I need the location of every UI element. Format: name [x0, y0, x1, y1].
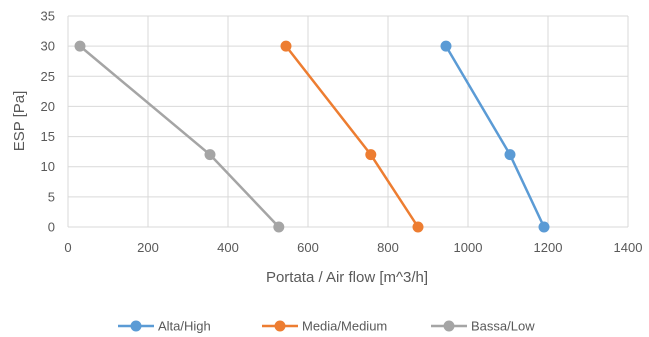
legend: Alta/High Media/Medium Bassa/Low [118, 319, 535, 334]
grid [67, 15, 629, 228]
series-bassa-low [74, 40, 285, 233]
legend-label: Alta/High [158, 319, 211, 334]
legend-marker [274, 320, 286, 332]
data-point [365, 149, 377, 161]
x-tick-label: 1200 [534, 240, 563, 255]
series-group [74, 40, 550, 233]
data-point [204, 149, 216, 161]
data-point [538, 221, 550, 233]
y-tick-label: 0 [48, 220, 55, 235]
y-tick-label: 20 [41, 99, 55, 114]
x-axis-title: Portata / Air flow [m^3/h] [266, 269, 428, 286]
y-tick-label: 10 [41, 159, 55, 174]
data-point [440, 40, 452, 52]
y-tick-label: 15 [41, 129, 55, 144]
x-tick-label: 800 [377, 240, 399, 255]
data-point [504, 149, 516, 161]
legend-marker [443, 320, 455, 332]
y-axis-ticks: 0 5 10 15 20 25 30 35 [41, 9, 55, 235]
x-tick-label: 0 [64, 240, 71, 255]
legend-item: Bassa/Low [431, 319, 535, 334]
legend-item: Alta/High [118, 319, 211, 334]
legend-label: Bassa/Low [471, 319, 535, 334]
data-point [74, 40, 86, 52]
series-alta-high [440, 40, 550, 233]
y-tick-label: 35 [41, 9, 55, 24]
x-axis-ticks: 0 200 400 600 800 1000 1200 1400 [64, 240, 642, 255]
y-axis-title: ESP [Pa] [11, 91, 28, 152]
x-tick-label: 600 [297, 240, 319, 255]
legend-marker [130, 320, 142, 332]
data-point [412, 221, 424, 233]
series-media-medium [280, 40, 424, 233]
data-point [280, 40, 292, 52]
x-tick-label: 200 [137, 240, 159, 255]
y-tick-label: 5 [48, 189, 55, 204]
y-tick-label: 25 [41, 69, 55, 84]
x-tick-label: 1000 [454, 240, 483, 255]
legend-item: Media/Medium [262, 319, 387, 334]
y-tick-label: 30 [41, 39, 55, 54]
x-tick-label: 400 [217, 240, 239, 255]
x-tick-label: 1400 [614, 240, 643, 255]
data-point [273, 221, 285, 233]
legend-label: Media/Medium [302, 319, 387, 334]
